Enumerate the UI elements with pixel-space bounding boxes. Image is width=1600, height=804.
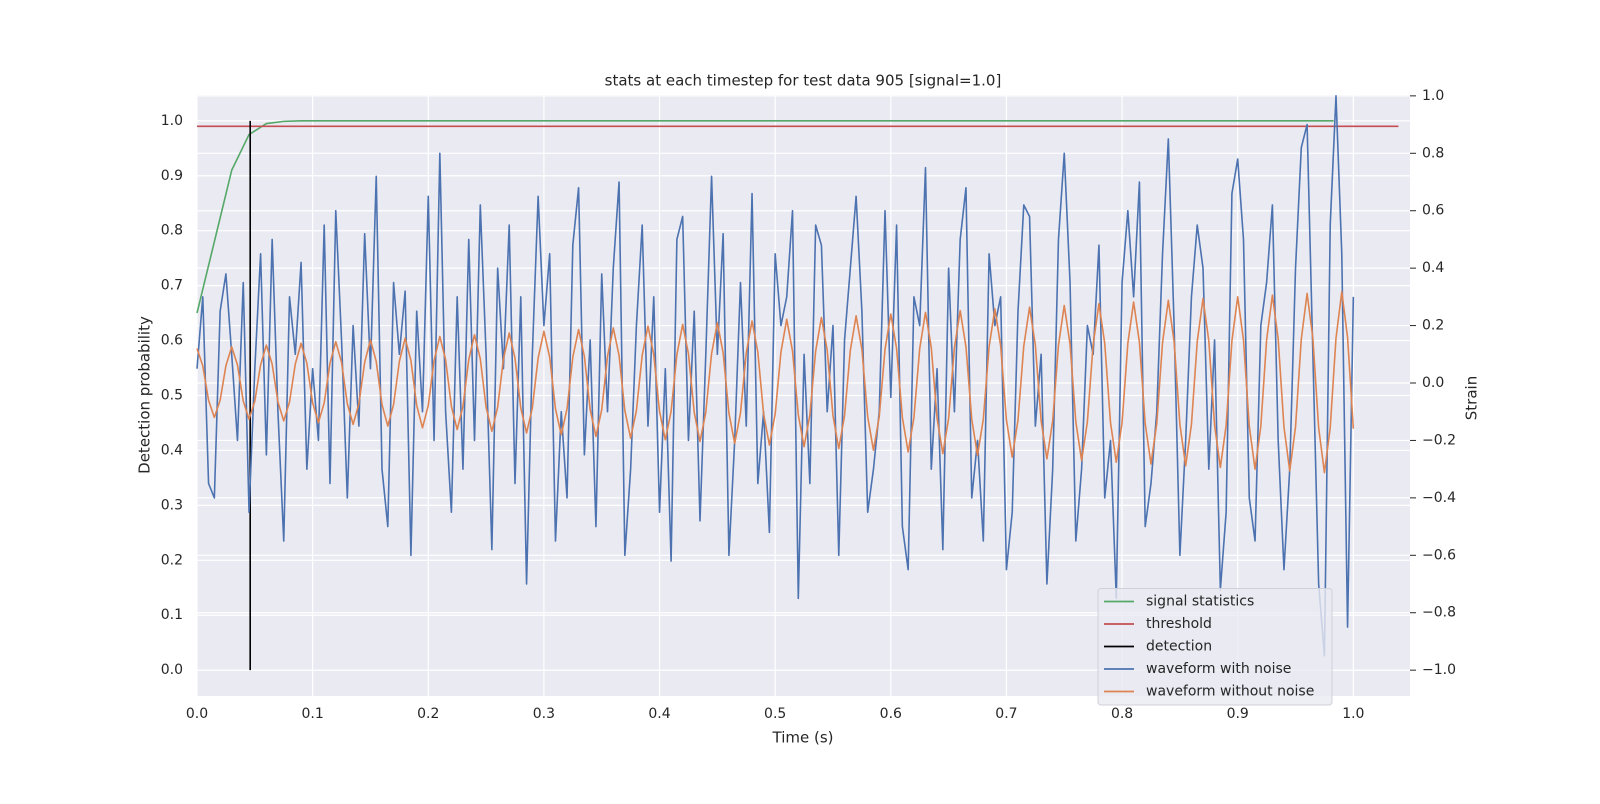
y2-tick-label: −0.8	[1422, 605, 1456, 621]
y-tick-label: 0.7	[161, 278, 183, 294]
legend-box	[1097, 588, 1333, 706]
chart-title: stats at each timestep for test data 905…	[605, 72, 1002, 90]
legend: signal statistics threshold detection wavef…	[1097, 588, 1333, 706]
y2-tick-label: −0.6	[1422, 547, 1456, 563]
y2-tick-label: 0.4	[1422, 260, 1444, 276]
x-tick-label: 0.2	[417, 706, 439, 722]
y2-tick-label: 0.2	[1422, 318, 1444, 334]
x-tick-label: 0.1	[302, 706, 324, 722]
legend-label: waveform with noise	[1146, 661, 1291, 677]
x-axis-label: Time (s)	[772, 729, 834, 747]
y-tick-label: 0.2	[161, 552, 183, 568]
legend-label: detection	[1146, 639, 1212, 655]
series-line	[196, 290, 1355, 474]
y2-tick-label: 0.6	[1422, 203, 1444, 219]
x-tick-label: 0.4	[648, 706, 670, 722]
y2-tick-label: −1.0	[1422, 662, 1456, 678]
y-tick-label: 0.6	[161, 333, 183, 349]
y2-tick-label: 0.0	[1422, 375, 1444, 391]
y2-tick-label: −0.2	[1422, 432, 1456, 448]
series-line	[196, 120, 1334, 314]
legend-label: waveform without noise	[1146, 684, 1314, 700]
y-tick-label: 1.0	[161, 113, 183, 129]
legend-label: threshold	[1146, 616, 1212, 632]
x-tick-label: 0.7	[995, 706, 1017, 722]
y-tick-label: 0.8	[161, 223, 183, 239]
x-tick-label: 0.0	[186, 706, 208, 722]
x-tick-label: 0.9	[1227, 706, 1249, 722]
y2-tick-label: 1.0	[1422, 88, 1444, 104]
x-tick-label: 0.6	[880, 706, 902, 722]
y-tick-label: 0.3	[161, 497, 183, 513]
x-tick-label: 0.3	[533, 706, 555, 722]
y2-tick-label: −0.4	[1422, 490, 1456, 506]
y2-axis-label: Strain	[1463, 376, 1481, 420]
y-tick-label: 0.5	[161, 388, 183, 404]
legend-label: signal statistics	[1146, 594, 1254, 610]
y-tick-label: 0.1	[161, 607, 183, 623]
x-tick-label: 1.0	[1342, 706, 1364, 722]
y-tick-label: 0.0	[161, 662, 183, 678]
y2-tick-label: 0.8	[1422, 145, 1444, 161]
y-tick-label: 0.9	[161, 168, 183, 184]
x-tick-label: 0.5	[764, 706, 786, 722]
y-axis-label: Detection probability	[136, 316, 154, 474]
y-tick-label: 0.4	[161, 442, 183, 458]
x-tick-label: 0.8	[1111, 706, 1133, 722]
series-line	[196, 95, 1355, 657]
